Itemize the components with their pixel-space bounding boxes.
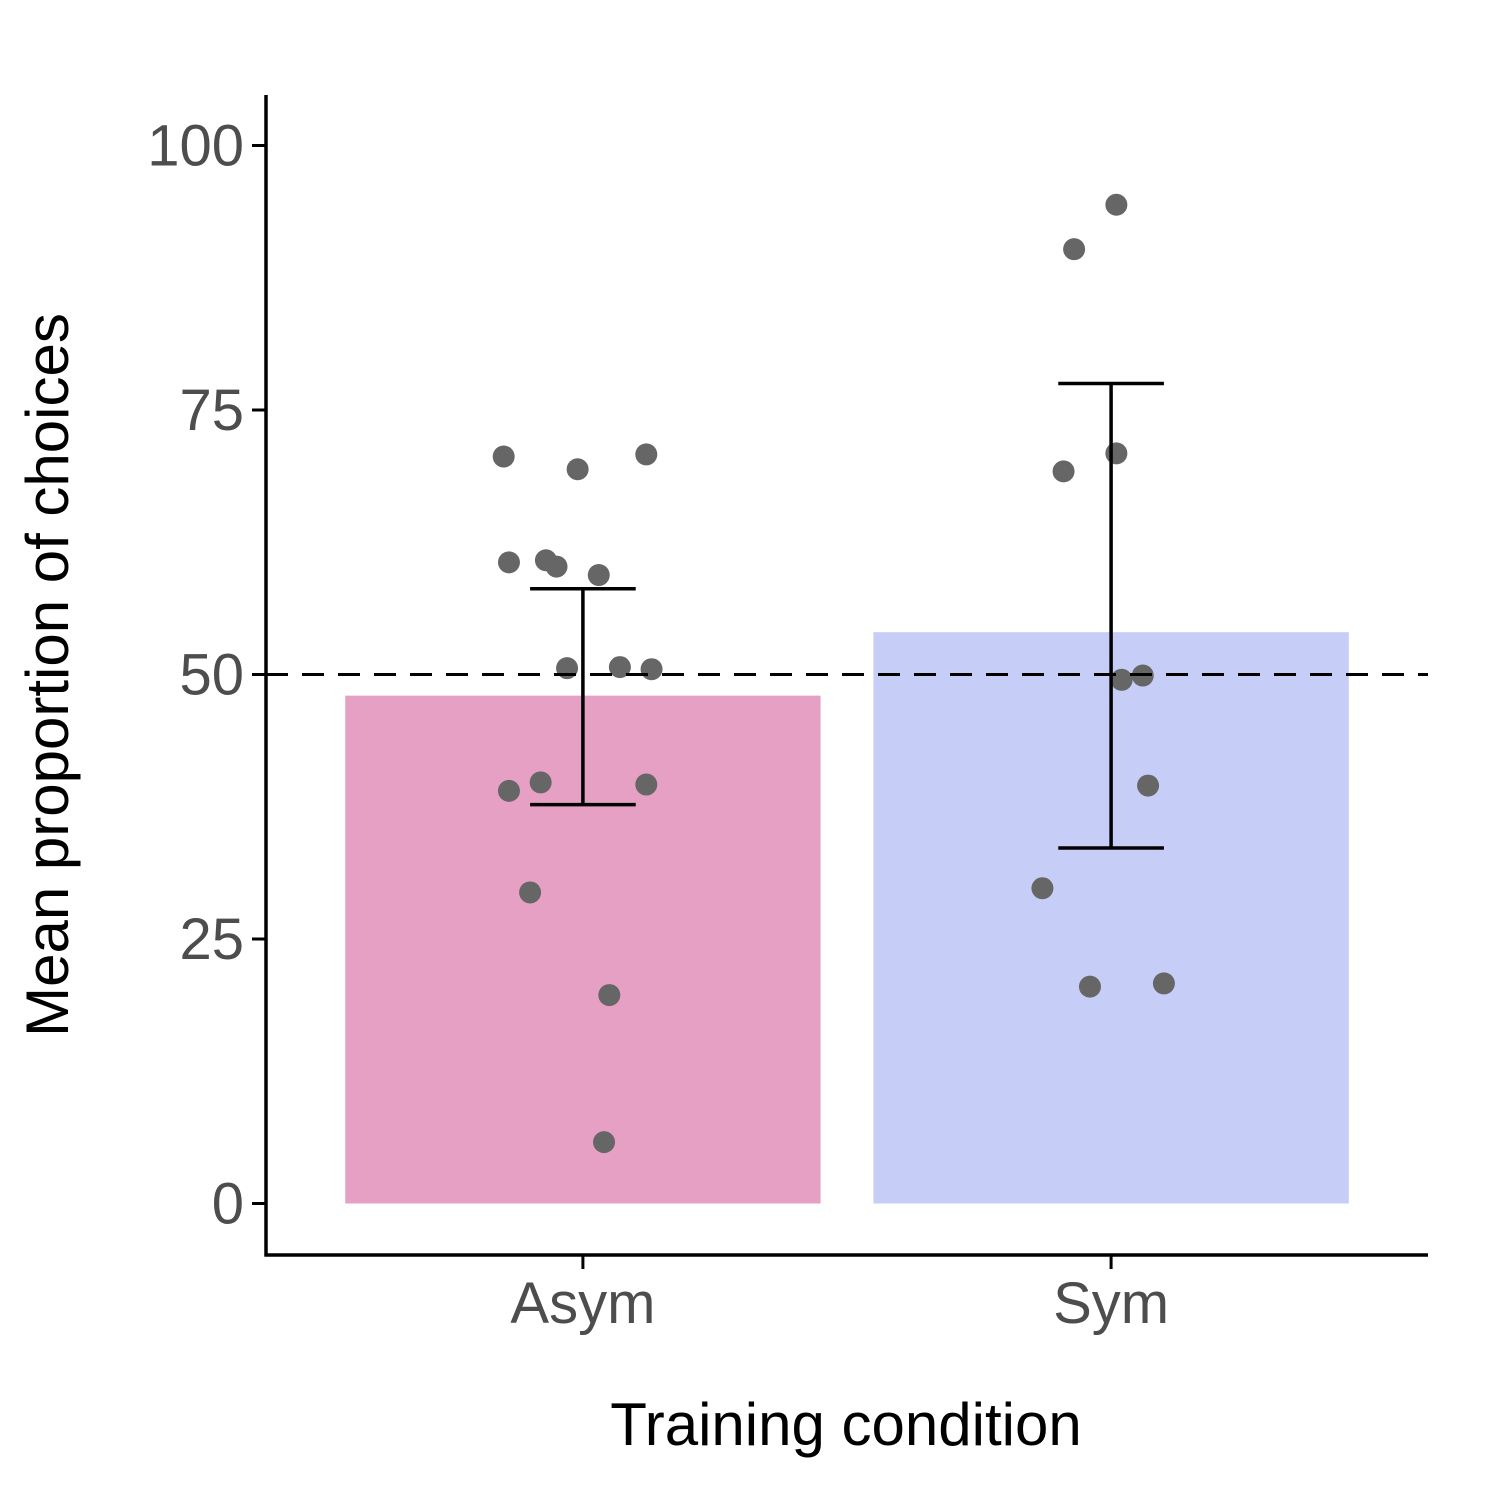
point-sym-4 bbox=[1105, 442, 1128, 465]
point-asym-7 bbox=[587, 564, 610, 587]
point-asym-9 bbox=[608, 656, 631, 679]
point-sym-2 bbox=[1063, 238, 1086, 261]
point-asym-2 bbox=[566, 458, 589, 481]
x-tick-label-sym: Sym bbox=[1053, 1271, 1169, 1336]
y-tick-label-100: 100 bbox=[147, 114, 244, 179]
x-axis-title: Training condition bbox=[610, 1391, 1081, 1458]
x-tick-label-asym: Asym bbox=[510, 1271, 655, 1336]
point-sym-3 bbox=[1052, 460, 1075, 483]
point-asym-4 bbox=[497, 551, 520, 574]
point-sym-5 bbox=[1110, 668, 1133, 691]
y-axis-title: Mean proportion of choices bbox=[14, 313, 81, 1037]
error-bar-asym bbox=[530, 587, 636, 807]
error-bars-layer bbox=[530, 381, 1164, 850]
point-asym-13 bbox=[635, 773, 658, 796]
error-bar-sym bbox=[1058, 381, 1164, 850]
point-sym-8 bbox=[1031, 877, 1054, 900]
y-tick-label-75: 75 bbox=[179, 378, 244, 443]
y-tick-label-25: 25 bbox=[179, 907, 244, 972]
point-asym-3 bbox=[635, 443, 658, 466]
point-asym-14 bbox=[519, 881, 542, 904]
tick-labels-layer: 0 25 50 75 100 Asym Sym bbox=[147, 114, 1169, 1337]
y-tick-label-0: 0 bbox=[212, 1172, 244, 1237]
axes-layer bbox=[252, 95, 1428, 1269]
point-asym-10 bbox=[640, 658, 663, 681]
point-asym-12 bbox=[529, 771, 552, 794]
point-sym-10 bbox=[1152, 972, 1175, 995]
y-tick-label-50: 50 bbox=[179, 643, 244, 708]
point-sym-7 bbox=[1137, 774, 1160, 797]
point-asym-16 bbox=[593, 1131, 616, 1154]
bars-layer bbox=[345, 632, 1349, 1204]
point-sym-1 bbox=[1105, 193, 1128, 216]
point-asym-1 bbox=[492, 445, 515, 468]
point-asym-15 bbox=[598, 984, 621, 1007]
point-sym-9 bbox=[1078, 975, 1101, 998]
point-asym-6 bbox=[545, 555, 568, 578]
point-asym-11 bbox=[497, 779, 520, 802]
